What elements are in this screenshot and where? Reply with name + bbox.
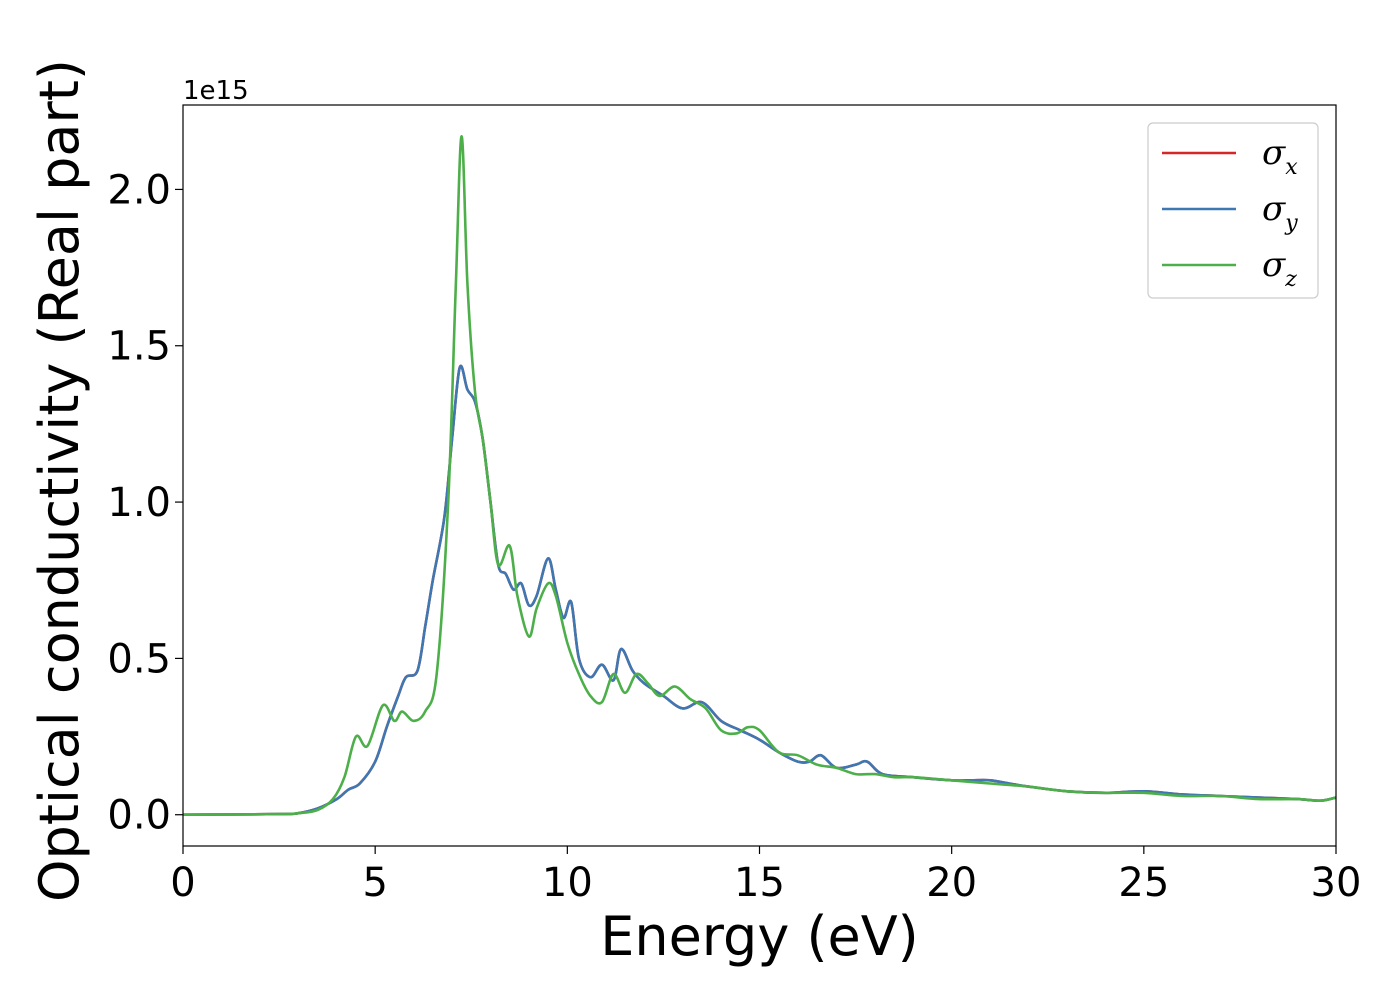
y-tick-label: 0.5 <box>107 636 171 682</box>
legend-label-sigma-x: σx <box>1262 133 1298 180</box>
y-axis-ticks: 0.0 0.5 1.0 1.5 2.0 <box>107 167 183 839</box>
series-line-sigma-y <box>183 364 1336 816</box>
x-tick-label: 30 <box>1311 860 1362 906</box>
y-offset-label: 1e15 <box>183 76 249 106</box>
y-tick-label: 2.0 <box>107 167 171 213</box>
y-axis-label: Optical conductivity (Real part) <box>28 59 91 902</box>
series-line-sigma-x <box>183 364 1336 816</box>
x-axis-label: Energy (eV) <box>600 905 919 968</box>
x-tick-label: 5 <box>362 860 387 906</box>
y-tick-label: 1.0 <box>107 480 171 526</box>
series-line-sigma-z <box>183 135 1336 816</box>
series-layer <box>183 135 1336 816</box>
x-tick-label: 20 <box>926 860 977 906</box>
legend-box <box>1147 122 1319 299</box>
x-axis-ticks: 0 5 10 15 20 25 30 <box>170 846 1361 906</box>
y-tick-label: 1.5 <box>107 324 171 370</box>
y-tick-label: 0.0 <box>107 793 171 839</box>
x-tick-label: 25 <box>1118 860 1169 906</box>
legend-label-sigma-y: σy <box>1262 189 1298 236</box>
x-tick-label: 10 <box>542 860 593 906</box>
x-tick-label: 15 <box>734 860 785 906</box>
x-tick-label: 0 <box>170 860 195 906</box>
